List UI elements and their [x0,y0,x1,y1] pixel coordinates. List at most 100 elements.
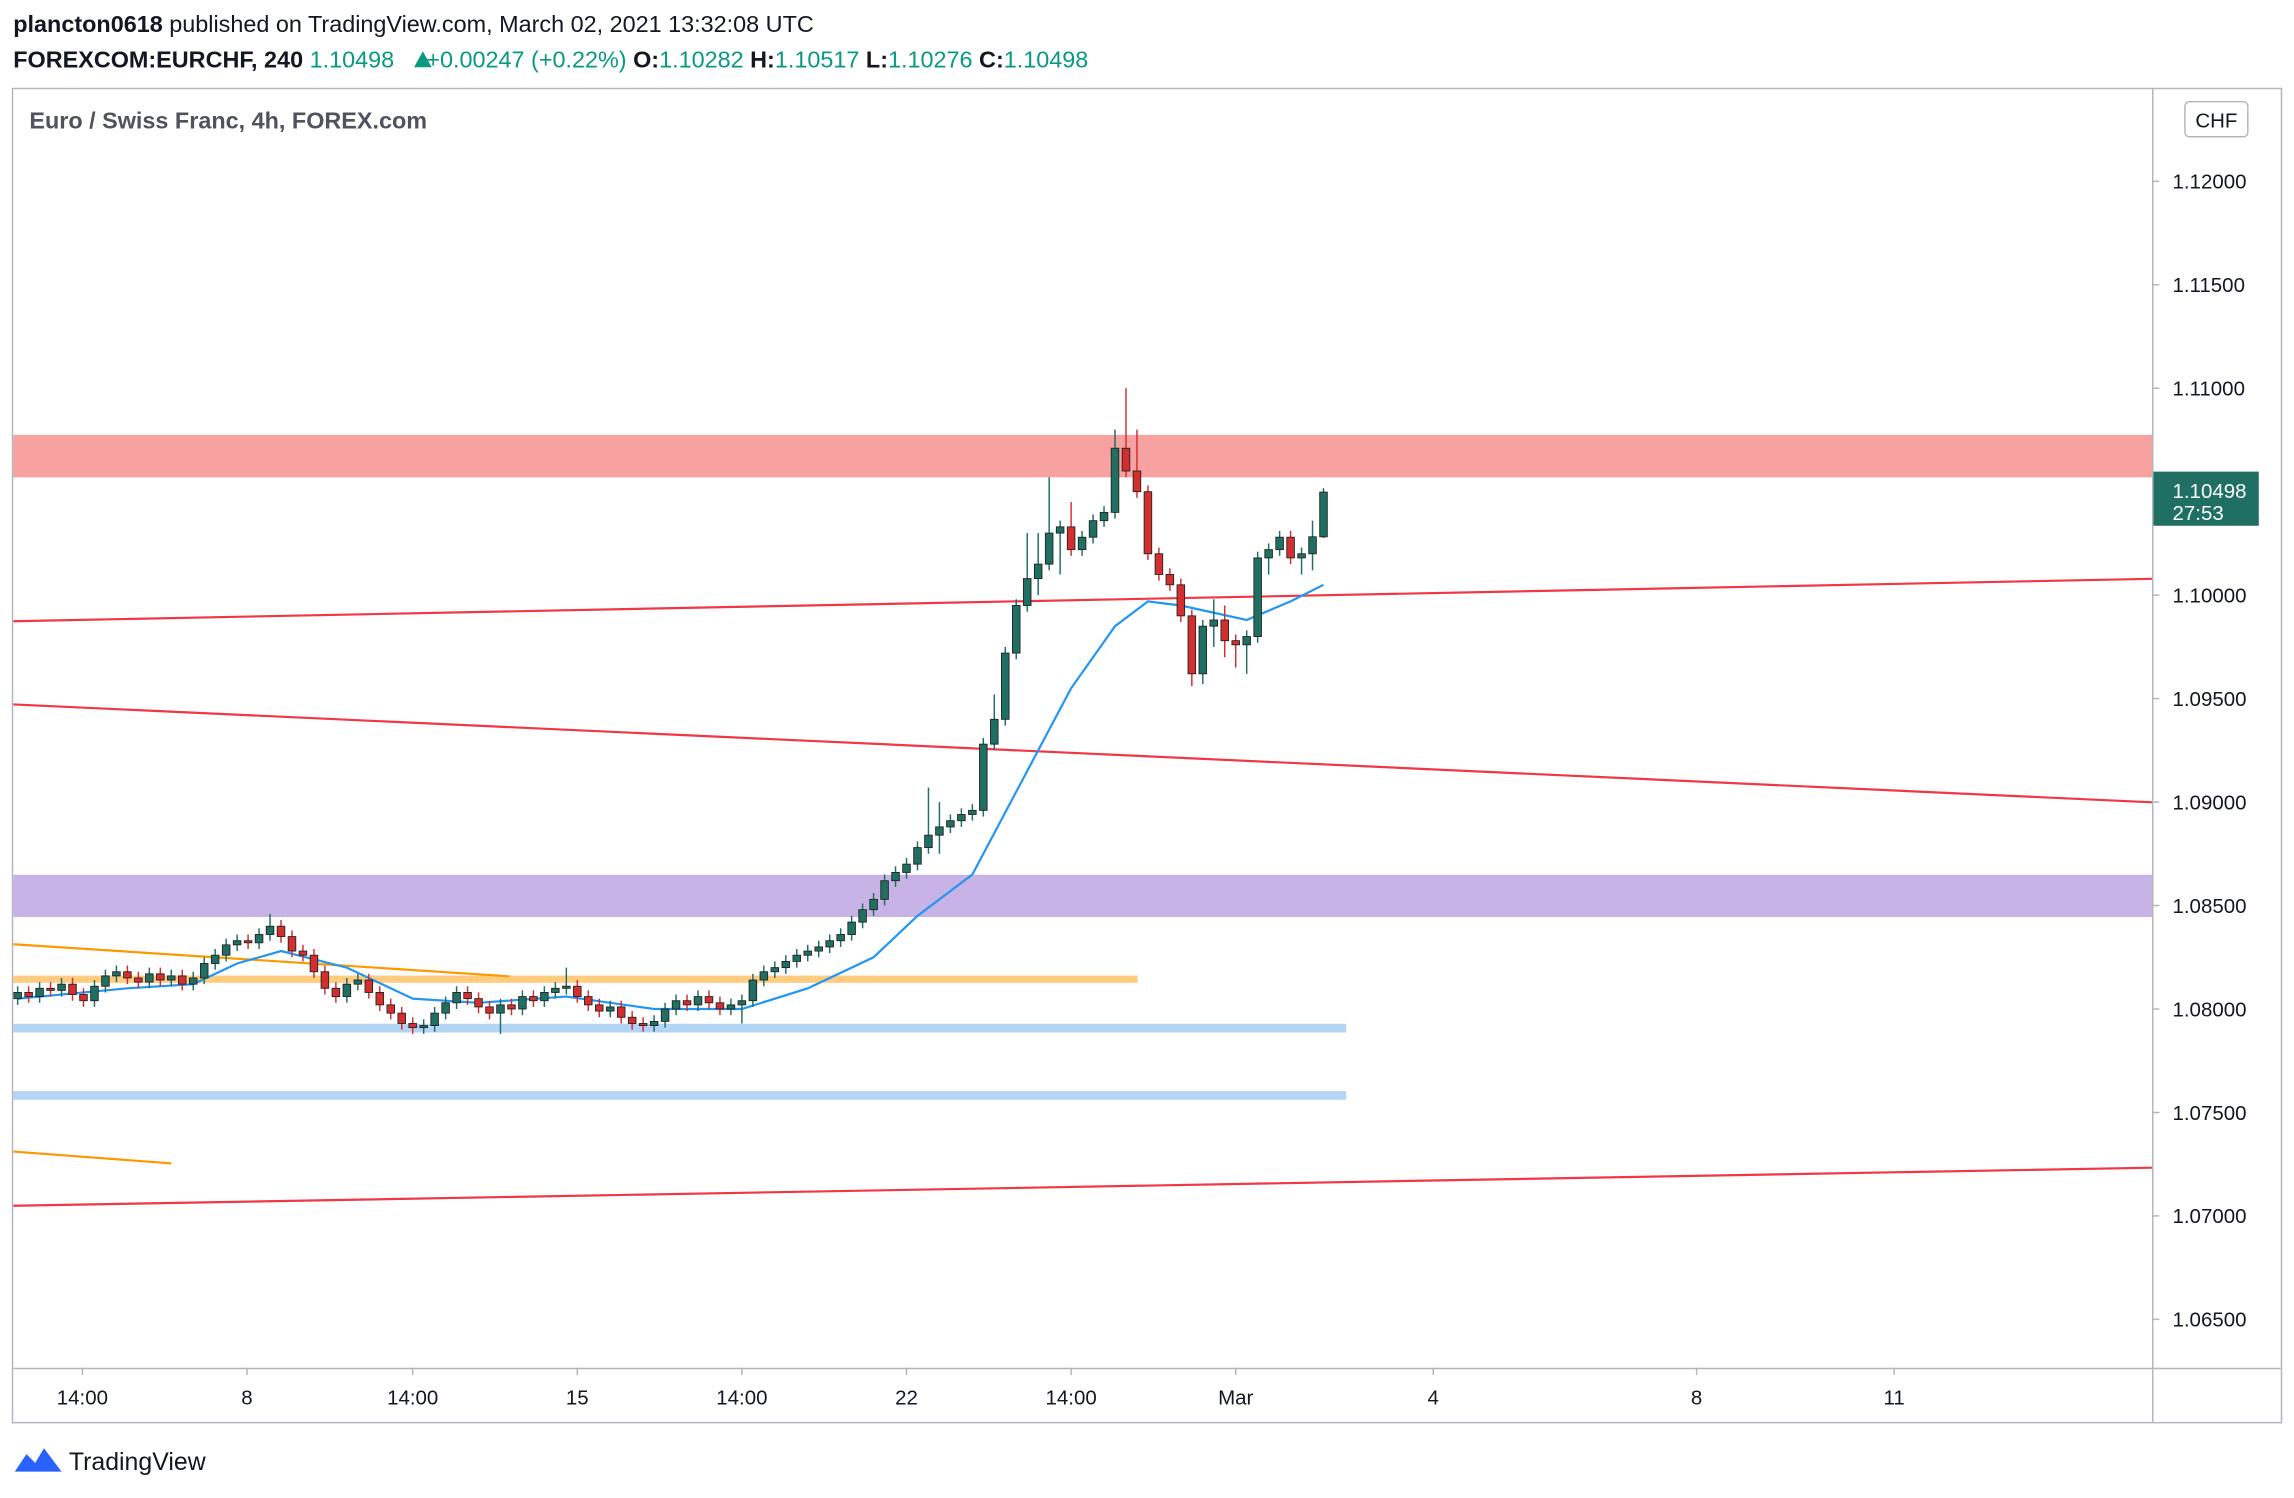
candle-body [24,992,33,998]
candle-body [979,743,988,811]
l: 1.10276 [888,46,973,72]
candle-body [375,992,385,1006]
candle-body [364,979,374,993]
candle-body [649,1020,659,1026]
candle-body [792,954,802,962]
candle-body [968,809,977,815]
candle-body [1220,619,1229,642]
candle-body [287,936,297,952]
candle-body [79,994,88,1002]
h-label: H: [750,46,775,72]
candle-body [419,1025,428,1029]
candle-body [1012,605,1021,654]
candle-body [408,1023,417,1029]
trend-line [13,1150,172,1165]
candle-body [562,985,571,989]
candle-body [595,1004,604,1012]
candle-body [803,950,812,956]
published: published on TradingView.com, March 02, … [169,11,814,37]
x-tick-label: 11 [1884,1386,1905,1409]
countdown: 27:53 [2172,502,2223,525]
candle-body [243,940,253,944]
candle-body [737,1000,747,1006]
candle-body [1286,536,1295,559]
x-tick-label: 14:00 [387,1386,438,1409]
y-tick-label: 1.08000 [2172,998,2246,1021]
candle-body [1088,520,1098,538]
candle-body [1033,563,1043,580]
c: 1.10498 [1004,46,1089,72]
candle-body [990,718,999,745]
chart-title: Euro / Swiss Franc, 4h, FOREX.com [29,108,427,134]
candle-body [946,820,955,828]
candle-body [1308,536,1317,555]
moving-average [17,583,1324,1011]
h: 1.10517 [775,46,860,72]
candle-body [715,1002,725,1010]
candle-body [1110,447,1120,513]
candle-body [188,977,198,985]
zone [13,975,1138,983]
candle-body [1099,511,1109,522]
candle-body [210,954,220,964]
x-tick-label: 8 [241,1386,252,1409]
candle-body [671,1000,681,1010]
candle-body [1165,574,1175,586]
last: 1.10498 [310,46,395,72]
publish-line: plancton0618 published on TradingView.co… [13,11,814,37]
candle-body [46,987,55,991]
candle-body [1198,625,1208,675]
candle-body [660,1008,670,1022]
candle-body [276,925,286,938]
zone [13,434,2153,478]
trend-line [13,577,2153,623]
candle-body [57,983,66,991]
candle-body [320,971,330,989]
l-label: L: [866,46,888,72]
brand: TradingView [14,1448,207,1476]
candle-body [232,940,242,946]
candle-body [1143,491,1153,555]
y-tick-label: 1.08500 [2172,895,2246,918]
chart-frame [11,87,2283,1424]
candle-body [682,1000,692,1006]
y-tick-label: 1.12000 [2172,171,2246,194]
plot-area [13,388,2153,1207]
candle-body [265,925,275,935]
candle-body [35,987,44,998]
candle-body [1253,557,1262,637]
o-label: O: [633,46,659,72]
candle-body [112,971,121,977]
candle-body [573,985,582,998]
candle-body [1275,536,1284,551]
candle-body [1055,526,1065,534]
candle-body [1242,636,1251,646]
x-tick-label: 14:00 [716,1386,767,1409]
y-tick-label: 1.07000 [2172,1205,2246,1228]
x-tick-label: 4 [1428,1386,1439,1409]
y-tick-label: 1.07500 [2172,1102,2246,1125]
last-price-box [2153,471,2259,526]
candle-body [935,826,944,836]
candle-body [156,973,165,981]
trend-line [13,943,510,978]
candle-body [1187,615,1197,675]
candle-body [770,967,780,973]
candle-body [748,979,758,1002]
y-tick-label: 1.09500 [2172,688,2246,711]
candle-body [693,996,703,1006]
candle-body [331,987,341,998]
candle-body [496,1004,505,1014]
candle-body [485,1006,494,1014]
candle-body [123,971,132,979]
candle-body [68,983,77,995]
y-tick-label: 1.11500 [2172,274,2244,297]
x-tick-label: 14:00 [1045,1386,1096,1409]
currency-box [2184,100,2249,138]
candle-body [167,975,176,981]
candle-body [1132,470,1142,493]
x-tick-label: Mar [1218,1386,1253,1409]
o: 1.10282 [659,46,744,72]
candle-body [254,934,264,944]
